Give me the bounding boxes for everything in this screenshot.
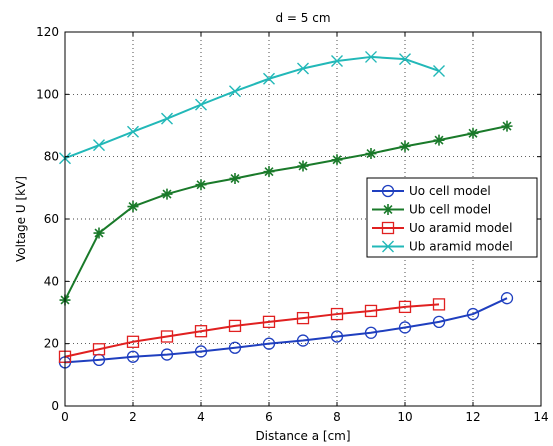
y-tick-label: 40 [44,274,59,288]
data-point [127,125,139,138]
x-tick-label: 4 [197,410,205,424]
data-point [297,160,309,172]
data-point [466,307,480,321]
data-point [364,304,378,318]
y-tick-label: 80 [44,150,59,164]
data-point [398,321,412,334]
data-point [500,292,514,305]
legend-marker [381,221,395,235]
ticks: 0 2 4 6 8 10 12 14 0 20 40 60 80 100 120 [36,25,549,424]
data-point [228,341,242,354]
series-1 [58,292,514,369]
data-point [330,307,344,321]
data-point [194,325,208,338]
data-point [399,140,411,152]
data-point [160,348,174,361]
legend-label: Ub aramid model [409,240,513,254]
data-point [263,166,275,178]
x-tick-label: 12 [465,410,480,424]
series-line [64,125,508,301]
x-axis-label: Distance a [cm] [255,429,350,443]
x-tick-label: 6 [265,410,273,424]
legend-item: Ub aramid model [372,240,513,254]
data-point [432,298,446,311]
data-point [195,179,207,191]
data-point [228,319,242,333]
data-point [262,315,276,329]
series-3 [58,298,446,363]
y-axis-label: Voltage U [kV] [14,176,28,262]
data-point [92,343,106,356]
data-point [127,201,139,213]
data-point [330,330,344,343]
series-group [58,50,514,369]
data-point [331,54,343,67]
data-point [194,345,208,358]
data-point [229,85,241,98]
legend-marker [382,204,394,215]
legend-label: Ub cell model [409,203,491,217]
legend-items: Uo cell model Ub cell model Uo aramid mode… [372,184,513,254]
series-line [64,55,440,160]
data-point [432,315,446,329]
data-point [331,154,343,166]
y-tick-label: 120 [36,25,59,39]
data-point [126,335,140,348]
data-point [433,64,445,77]
y-tick-label: 0 [51,399,59,413]
x-tick-label: 14 [533,410,548,424]
y-tick-label: 20 [44,337,59,351]
data-point [467,127,479,139]
data-point [296,334,310,347]
data-point [262,337,276,350]
legend-item: Uo cell model [372,184,491,198]
legend-item: Ub cell model [372,203,491,217]
data-point [161,112,173,125]
data-point [93,227,105,239]
series-4 [59,50,445,165]
data-point [195,98,207,111]
legend-item: Uo aramid model [372,221,512,235]
data-point [398,300,412,314]
legend-label: Uo aramid model [409,221,512,235]
x-tick-label: 8 [333,410,341,424]
chart-title: d = 5 cm [275,11,330,25]
data-point [161,188,173,200]
x-tick-label: 2 [129,410,137,424]
data-point [296,311,310,325]
legend-marker [382,240,394,253]
data-point [399,53,411,66]
legend-marker [381,184,395,198]
data-point [365,148,377,160]
x-tick-label: 0 [61,410,69,424]
data-point [433,134,445,146]
data-point [297,62,309,75]
y-tick-label: 60 [44,212,59,226]
x-tick-label: 10 [397,410,412,424]
data-point [160,330,174,343]
data-point [365,50,377,63]
legend: Uo cell model Ub cell model Uo aramid mode… [366,177,538,258]
data-point [93,139,105,152]
data-point [126,350,140,363]
data-point [364,326,378,339]
data-point [263,72,275,85]
data-point [501,120,513,132]
legend-label: Uo cell model [409,184,491,198]
y-tick-label: 100 [36,87,59,101]
data-point [229,172,241,184]
